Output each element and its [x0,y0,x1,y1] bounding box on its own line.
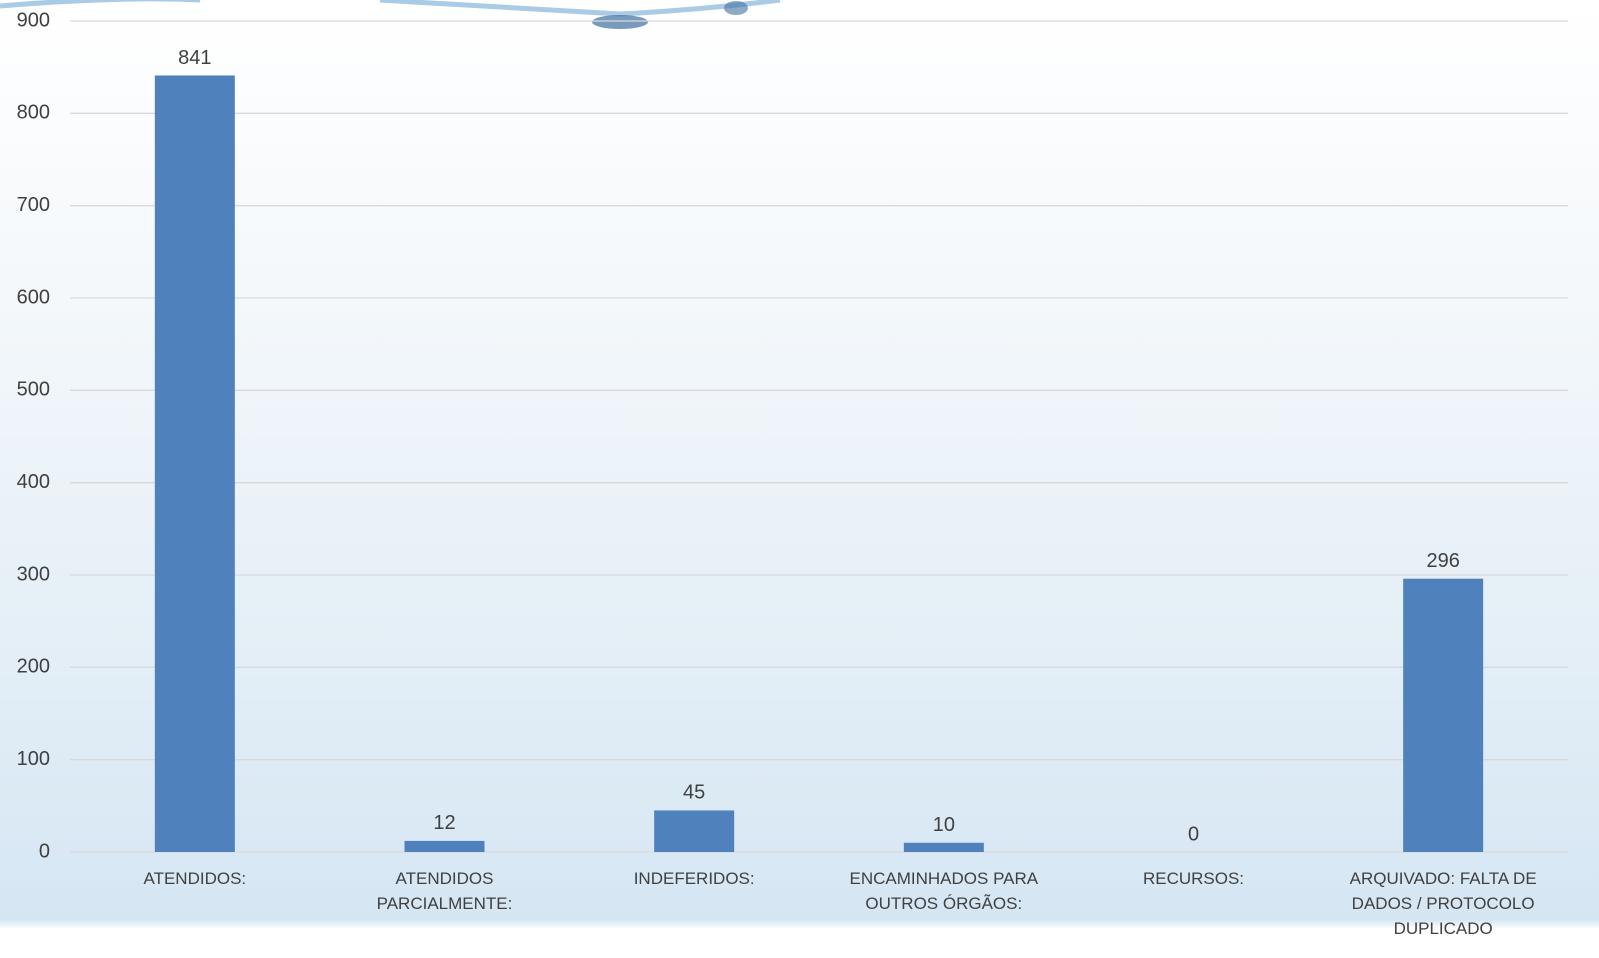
value-label: 0 [1188,823,1199,845]
x-tick-label: ARQUIVADO: FALTA DE DADOS / PROTOCOLO DU… [1349,869,1537,938]
bar [154,75,235,852]
y-tick-label: 200 [17,656,50,678]
decoration [592,15,648,29]
decoration [0,0,781,17]
bar [404,840,485,852]
value-label: 10 [933,814,955,836]
y-tick-label: 0 [39,840,50,862]
value-label: 12 [433,812,455,834]
x-tick-label: ATENDIDOS PARCIALMENTE: [376,869,513,913]
y-tick-label: 800 [17,102,50,124]
x-tick-label: ATENDIDOS: [143,869,247,888]
bar [1403,578,1484,852]
x-tick-label: RECURSOS: [1142,869,1245,888]
y-tick-label: 600 [17,286,50,308]
y-tick-label: 300 [17,563,50,585]
decoration [724,1,748,15]
x-tick-label: ENCAMINHADOS PARA OUTROS ÓRGÃOS: [849,869,1039,913]
y-tick-label: 700 [17,194,50,216]
value-label: 45 [683,782,705,804]
bar [903,842,984,852]
y-tick-label: 900 [17,9,50,31]
y-tick-label: 400 [17,471,50,493]
bar [654,810,735,852]
x-tick-label: INDEFERIDOS: [633,869,755,888]
value-label: 841 [178,47,211,69]
value-label: 296 [1426,550,1459,572]
y-tick-label: 500 [17,379,50,401]
y-tick-label: 100 [17,748,50,770]
